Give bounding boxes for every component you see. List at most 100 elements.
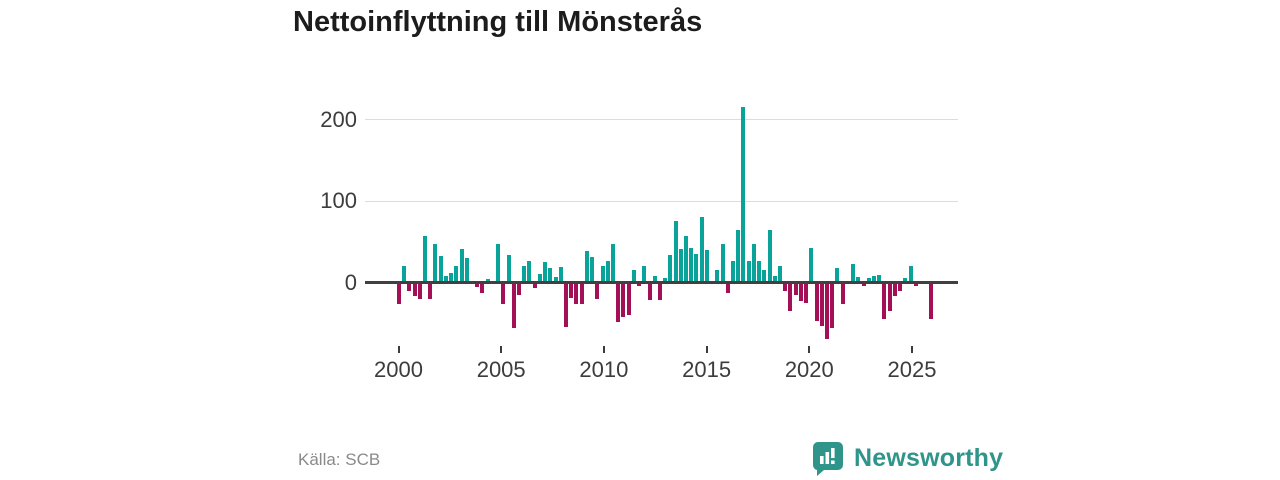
bar-positive <box>731 261 735 281</box>
bar-positive <box>600 266 605 281</box>
bar-positive <box>553 276 558 281</box>
chart-title: Nettoinflyttning till Mönsterås <box>293 6 703 38</box>
bar-positive <box>584 250 589 281</box>
x-axis-tick <box>602 346 605 353</box>
bar-negative <box>569 284 574 298</box>
bar-negative <box>480 284 485 293</box>
bar-negative <box>417 284 422 299</box>
bar-negative <box>626 284 631 315</box>
bar-positive <box>610 244 615 281</box>
bar-positive <box>663 277 668 281</box>
bar-negative <box>830 284 835 328</box>
bar-positive <box>866 277 871 281</box>
y-axis-label: 100 <box>320 188 357 213</box>
bar-positive <box>689 248 694 281</box>
bar-negative <box>616 284 621 323</box>
bar-positive <box>496 244 501 281</box>
bar-positive <box>522 266 527 281</box>
bar-negative <box>882 284 887 319</box>
bar-positive <box>449 272 454 281</box>
x-axis-label: 2015 <box>682 357 732 382</box>
x-axis-tick <box>500 346 503 353</box>
bar-positive <box>438 255 443 281</box>
zero-axis-line <box>365 281 958 284</box>
bar-positive <box>762 269 767 281</box>
bar-positive <box>673 220 678 281</box>
bar-positive <box>694 254 699 281</box>
bar-positive <box>684 236 688 281</box>
bar-negative <box>793 284 798 295</box>
bar-positive <box>856 276 861 281</box>
bar-positive <box>537 273 542 281</box>
bar-positive <box>605 261 610 281</box>
x-axis-label: 2010 <box>579 357 629 382</box>
bar-negative <box>819 284 824 327</box>
bar-positive <box>767 229 772 281</box>
bar-negative <box>783 284 788 292</box>
bar-negative <box>929 284 934 319</box>
bar-negative <box>725 284 730 293</box>
source-label: Källa: SCB <box>298 450 381 469</box>
bar-negative <box>579 284 584 304</box>
bar-positive <box>443 276 448 281</box>
x-axis-label: 2020 <box>784 357 834 382</box>
bar-positive <box>851 263 855 281</box>
bar-negative <box>412 284 417 297</box>
bar-positive <box>506 254 511 281</box>
bar-negative <box>396 284 401 304</box>
bar-negative <box>407 284 412 292</box>
bar-positive <box>746 261 751 281</box>
bar-negative <box>475 284 480 288</box>
bar-negative <box>798 284 803 302</box>
bar-positive <box>736 229 741 281</box>
bar-negative <box>887 284 892 311</box>
bar-positive <box>652 276 657 281</box>
bar-negative <box>574 284 579 304</box>
bar-negative <box>892 284 897 297</box>
bar-positive <box>871 276 876 281</box>
bar-positive <box>543 262 548 281</box>
gridline-y200 <box>365 119 958 120</box>
bar-positive <box>642 266 647 281</box>
x-axis-tick <box>705 346 708 353</box>
bar-positive <box>485 278 490 281</box>
bar-negative <box>824 284 829 339</box>
bar-positive <box>715 269 720 281</box>
bar-positive <box>433 244 438 281</box>
bar-positive <box>704 250 709 281</box>
bar-negative <box>804 284 809 303</box>
bar-positive <box>402 266 407 281</box>
bar-negative <box>637 284 641 286</box>
bar-negative <box>517 284 521 295</box>
bar-negative <box>647 284 652 300</box>
x-axis-tick <box>397 346 400 353</box>
x-axis-tick <box>911 346 913 353</box>
bar-negative <box>861 284 866 286</box>
bar-positive <box>699 217 704 281</box>
bar-positive <box>548 268 553 281</box>
bar-positive <box>454 265 459 281</box>
bar-negative <box>913 284 918 286</box>
bar-negative <box>595 284 600 299</box>
bar-negative <box>532 284 537 289</box>
bar-positive <box>809 247 814 281</box>
bar-positive <box>908 266 913 281</box>
bar-positive <box>459 249 464 281</box>
bar-positive <box>678 249 683 281</box>
bar-positive <box>772 276 777 281</box>
bar-positive <box>720 244 725 281</box>
bar-negative <box>657 284 662 301</box>
bar-negative <box>621 284 626 317</box>
x-axis-label: 2005 <box>476 357 526 382</box>
bar-positive <box>464 258 469 281</box>
bar-positive <box>751 243 756 281</box>
bar-positive <box>741 107 746 281</box>
bar-negative <box>788 284 793 311</box>
bar-positive <box>423 236 427 281</box>
bar-positive <box>778 266 782 281</box>
bar-negative <box>840 284 845 305</box>
bar-positive <box>668 254 673 281</box>
y-axis-label: 200 <box>320 106 357 132</box>
gridline-y100 <box>365 200 958 202</box>
